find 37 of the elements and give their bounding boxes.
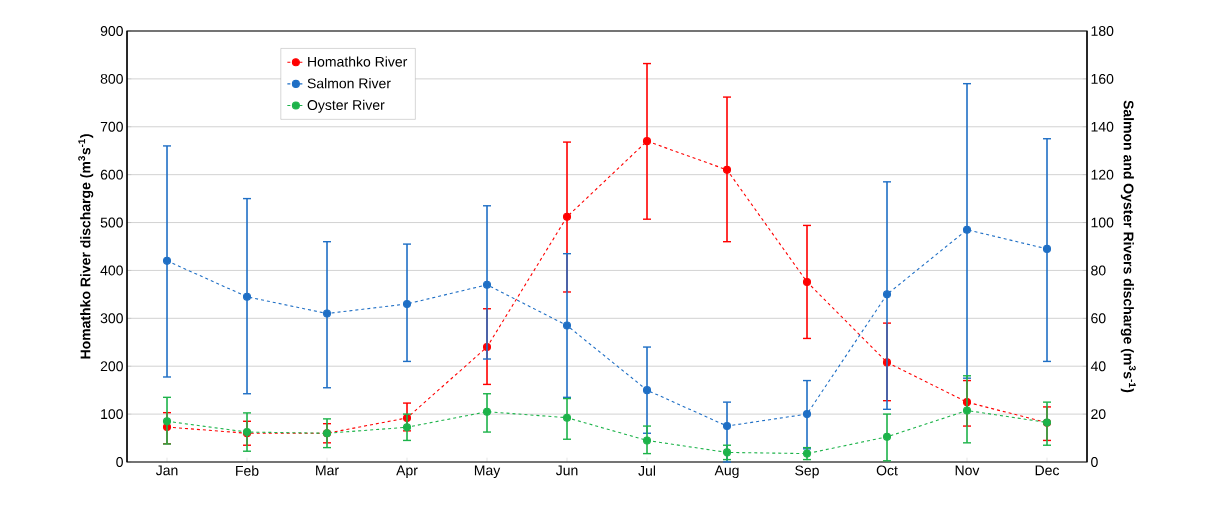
y-tick-label: 900 — [100, 26, 123, 36]
y-tick-label: 200 — [100, 361, 123, 372]
x-tick-label: Dec — [1035, 465, 1060, 476]
x-tick-label: Apr — [396, 465, 418, 479]
y-tick-label: 500 — [100, 217, 123, 228]
x-tick-label: Sep — [795, 465, 819, 479]
legend-label: Homathko River — [308, 56, 408, 67]
y2-tick-label: 20 — [1091, 409, 1106, 420]
legend-label: Salmon River — [307, 78, 391, 89]
x-tick-label: May — [474, 465, 501, 479]
x-tick-label: Jan — [155, 465, 178, 476]
legend-label: Oyster River — [307, 99, 385, 113]
y-tick-label: 600 — [100, 169, 123, 180]
x-tick-label: Jul — [638, 465, 656, 476]
y-tick-label: 800 — [100, 73, 123, 84]
y-tick-label: 0 — [116, 457, 123, 467]
x-tick-label: Oct — [876, 465, 898, 476]
x-tick-label: Mar — [316, 465, 339, 476]
y2-tick-label: 80 — [1091, 265, 1106, 276]
y2-tick-label: 140 — [1091, 121, 1114, 132]
x-tick-label: Aug — [714, 465, 739, 479]
y2-tick-label: 60 — [1091, 313, 1106, 324]
x-tick-label: Jun — [555, 465, 578, 476]
x-tick-label: Feb — [236, 465, 259, 476]
y-tick-label: 100 — [101, 409, 123, 420]
y-axis-title: Homathko River discharge (m$^{3}$s$^{-1}$) — [78, 134, 94, 359]
y-tick-label: 300 — [100, 313, 123, 324]
x-tick-label: Nov — [955, 465, 980, 476]
y2-tick-label: 100 — [1091, 217, 1114, 228]
y2-tick-label: 0 — [1091, 457, 1098, 467]
y2-tick-label: 40 — [1090, 361, 1106, 372]
y-tick-label: 700 — [100, 121, 123, 132]
y2-axis-title: Salmon and Oyster Rivers discharge (m$^{3}$s$^{-1}$) — [1120, 100, 1136, 393]
y2-tick-label: 160 — [1091, 73, 1114, 84]
y-tick-label: 400 — [100, 265, 123, 276]
y2-tick-label: 120 — [1091, 169, 1114, 180]
y2-tick-label: 180 — [1091, 26, 1114, 36]
